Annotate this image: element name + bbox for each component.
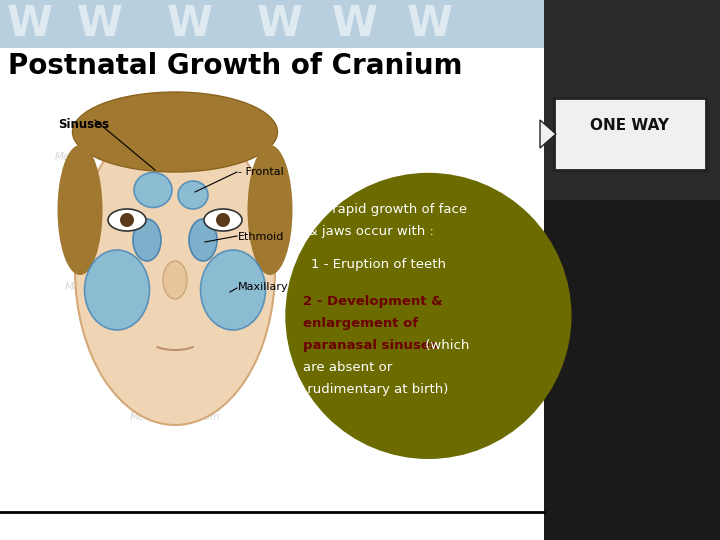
Text: Ethmoid: Ethmoid: [238, 232, 284, 242]
Ellipse shape: [248, 145, 292, 275]
Ellipse shape: [84, 250, 150, 330]
Ellipse shape: [108, 209, 146, 231]
Ellipse shape: [178, 181, 208, 209]
Text: 2 - Development &: 2 - Development &: [303, 295, 443, 308]
Ellipse shape: [216, 213, 230, 227]
Ellipse shape: [75, 115, 275, 425]
Text: Sinuses: Sinuses: [58, 118, 109, 131]
Text: W: W: [407, 3, 453, 45]
Text: W: W: [77, 3, 123, 45]
Text: 1 - Eruption of teeth: 1 - Eruption of teeth: [311, 258, 446, 271]
Text: W: W: [7, 3, 53, 45]
Ellipse shape: [189, 219, 217, 261]
Ellipse shape: [120, 213, 134, 227]
Text: Medical-look.com: Medical-look.com: [55, 152, 145, 162]
Ellipse shape: [73, 92, 277, 172]
Bar: [544, 0, 720, 540]
Text: paranasal sinuses: paranasal sinuses: [303, 339, 438, 352]
Text: The rapid growth of face: The rapid growth of face: [303, 203, 467, 216]
Ellipse shape: [133, 219, 161, 261]
Ellipse shape: [204, 209, 242, 231]
Polygon shape: [540, 120, 556, 148]
Text: W: W: [167, 3, 213, 45]
Text: Maxillary: Maxillary: [238, 282, 289, 292]
Bar: [0, 92, 544, 540]
Text: Medical-look.com: Medical-look.com: [65, 282, 156, 292]
Text: Postnatal Growth of Cranium: Postnatal Growth of Cranium: [8, 52, 462, 80]
Ellipse shape: [200, 250, 266, 330]
Ellipse shape: [58, 145, 102, 275]
Text: ONE WAY: ONE WAY: [590, 118, 670, 133]
Text: Medical-look.com: Medical-look.com: [130, 222, 221, 232]
Circle shape: [285, 173, 572, 459]
Text: W: W: [257, 3, 303, 45]
Text: Medical-look.com: Medical-look.com: [130, 412, 221, 422]
Text: rudimentary at birth): rudimentary at birth): [303, 383, 449, 396]
Text: enlargement of: enlargement of: [303, 317, 418, 330]
Text: & jaws occur with :: & jaws occur with :: [303, 225, 434, 238]
Ellipse shape: [163, 261, 187, 299]
Text: (which: (which: [421, 339, 469, 352]
Ellipse shape: [134, 172, 172, 207]
FancyBboxPatch shape: [554, 98, 706, 170]
Text: are absent or: are absent or: [303, 361, 392, 374]
Bar: [0, 0, 544, 48]
Bar: [544, 0, 720, 200]
Text: - Frontal: - Frontal: [238, 167, 284, 177]
Text: W: W: [332, 3, 378, 45]
